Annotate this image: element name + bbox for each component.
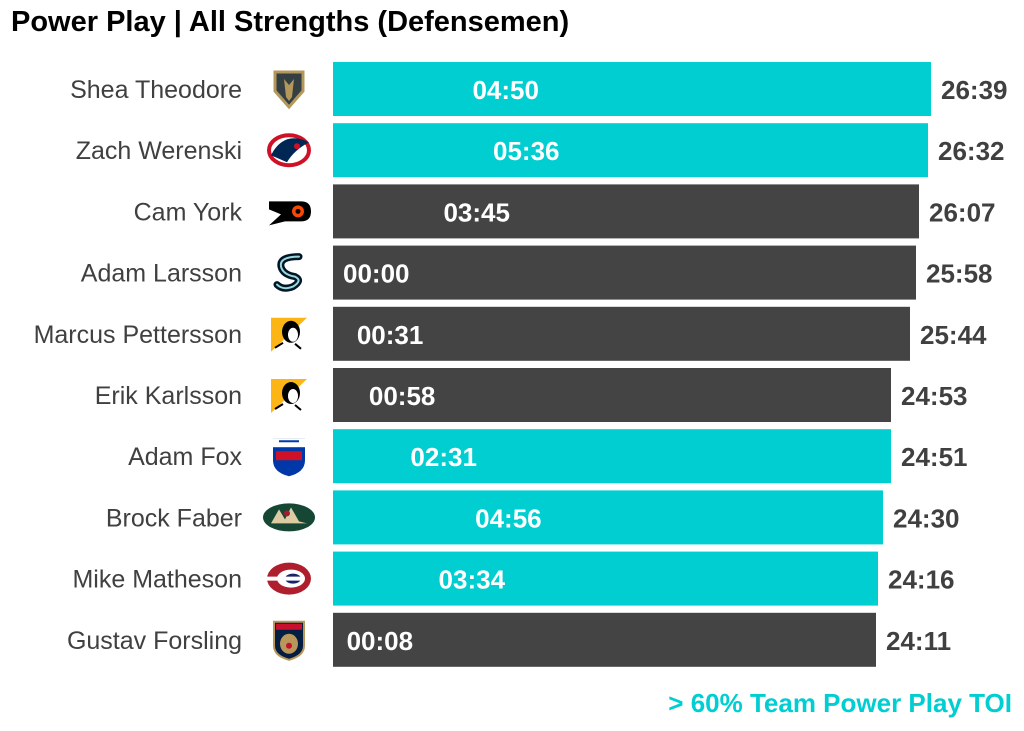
min-logo-icon: [263, 503, 315, 532]
player-name: Adam Larsson: [81, 260, 242, 288]
player-name: Gustav Forsling: [67, 627, 242, 655]
pp-toi-label: 00:08: [347, 626, 414, 656]
pit-logo-icon: [271, 379, 307, 413]
total-toi-label: 25:58: [926, 259, 993, 289]
nyr-logo-icon: [273, 438, 305, 477]
pp-toi-label: 03:34: [439, 565, 506, 595]
total-toi-label: 24:16: [888, 565, 955, 595]
pit-logo-icon: [271, 317, 307, 352]
phi-logo-icon: [269, 201, 311, 226]
bar-7: [333, 429, 891, 484]
total-toi-label: 26:39: [941, 75, 1008, 105]
bar-2: [333, 123, 928, 178]
player-name: Brock Faber: [106, 504, 242, 532]
total-toi-label: 24:30: [893, 503, 960, 533]
total-toi-label: 24:53: [901, 381, 968, 411]
bar-3: [333, 184, 919, 239]
chart-title: Power Play | All Strengths (Defensemen): [11, 6, 570, 38]
pp-toi-label: 00:58: [369, 381, 436, 411]
pp-toi-label: 00:00: [343, 259, 410, 289]
pp-toi-label: 05:36: [493, 136, 560, 166]
bar-4: [333, 245, 916, 300]
bar-10: [333, 612, 876, 667]
total-toi-label: 26:07: [929, 197, 996, 227]
total-toi-label: 24:51: [901, 442, 968, 472]
bar-6: [333, 368, 891, 422]
pp-toi-label: 00:31: [357, 320, 424, 350]
total-toi-label: 26:32: [938, 136, 1005, 166]
mtl-logo-icon: [267, 562, 311, 595]
pp-toi-label: 04:50: [472, 75, 539, 105]
sea-logo-icon: [273, 253, 303, 292]
player-name: Adam Fox: [128, 443, 242, 471]
pp-toi-label: 03:45: [443, 197, 510, 227]
bar-5: [333, 306, 910, 361]
cbj-logo-icon: [267, 133, 311, 168]
total-toi-label: 24:11: [886, 626, 951, 656]
player-name: Cam York: [134, 198, 243, 226]
pp-toi-label: 02:31: [410, 442, 477, 472]
fla-logo-icon: [273, 620, 305, 661]
bar-8: [333, 490, 883, 545]
total-toi-label: 25:44: [920, 320, 987, 350]
legend-note: > 60% Team Power Play TOI: [668, 688, 1012, 718]
bar-9: [333, 551, 878, 606]
vgk-logo-icon: [273, 70, 305, 110]
player-name: Shea Theodore: [70, 76, 242, 104]
player-name: Marcus Pettersson: [34, 321, 242, 349]
bar-1: [333, 62, 931, 116]
player-name: Erik Karlsson: [95, 382, 242, 410]
pp-toi-label: 04:56: [475, 503, 541, 533]
player-name: Zach Werenski: [76, 137, 242, 165]
player-name: Mike Matheson: [72, 566, 242, 594]
